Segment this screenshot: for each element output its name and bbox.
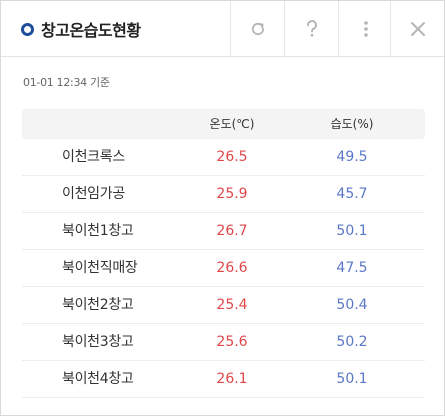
refresh-icon <box>251 22 264 35</box>
more-vertical-icon <box>363 20 368 37</box>
question-icon <box>306 19 317 36</box>
humidity-value: 45.7 <box>336 186 368 202</box>
warehouse-name: 북이천직매장 <box>62 260 138 276</box>
humidity-value: 49.5 <box>336 149 368 165</box>
humidity-value: 50.2 <box>336 334 368 350</box>
table-row: 북이천4창고 26.1 50.1 <box>22 361 425 398</box>
temperature-value: 26.6 <box>216 260 248 276</box>
table-row: 북이천2창고 25.4 50.4 <box>22 287 425 324</box>
warehouse-name: 북이천4창고 <box>62 371 134 387</box>
widget-header: 창고온습도현황 <box>1 1 444 57</box>
temperature-value: 25.6 <box>216 334 248 350</box>
warehouse-name: 북이천3창고 <box>62 334 134 350</box>
warehouse-name: 이천크록스 <box>62 149 125 165</box>
close-button[interactable] <box>390 1 444 56</box>
table-row: 이천크록스 26.5 49.5 <box>22 139 425 176</box>
column-header-humidity: 습도(%) <box>330 117 374 131</box>
warehouse-name: 북이천1창고 <box>62 223 134 239</box>
column-header-temperature: 온도(℃) <box>209 117 255 131</box>
warehouse-name: 북이천2창고 <box>62 297 134 313</box>
temperature-value: 25.9 <box>216 186 248 202</box>
humidity-value: 50.1 <box>336 223 368 239</box>
humidity-value: 47.5 <box>336 260 368 276</box>
table-row: 북이천1창고 26.7 50.1 <box>22 213 425 250</box>
humidity-value: 50.4 <box>336 297 368 313</box>
humidity-value: 50.1 <box>336 371 368 387</box>
title-group: 창고온습도현황 <box>21 1 141 57</box>
table-row: 북이천직매장 26.6 47.5 <box>22 250 425 287</box>
refresh-button[interactable] <box>230 1 284 56</box>
table-row: 북이천3창고 25.6 50.2 <box>22 324 425 361</box>
table-body: 이천크록스 26.5 49.5 이천임가공 25.9 45.7 북이천1창고 2… <box>22 139 425 398</box>
temperature-value: 26.1 <box>216 371 248 387</box>
close-icon <box>410 21 425 36</box>
more-options-button[interactable] <box>338 1 392 56</box>
widget-title: 창고온습도현황 <box>41 21 141 40</box>
warehouse-name: 이천임가공 <box>62 186 125 202</box>
temperature-value: 26.7 <box>216 223 248 239</box>
table-header: 온도(℃) 습도(%) <box>22 109 425 139</box>
temperature-value: 26.5 <box>216 149 248 165</box>
update-timestamp: 01-01 12:34 기준 <box>23 76 110 89</box>
help-button[interactable] <box>284 1 338 56</box>
title-bullet-icon <box>21 22 34 36</box>
table-row: 이천임가공 25.9 45.7 <box>22 176 425 213</box>
temperature-value: 25.4 <box>216 297 248 313</box>
